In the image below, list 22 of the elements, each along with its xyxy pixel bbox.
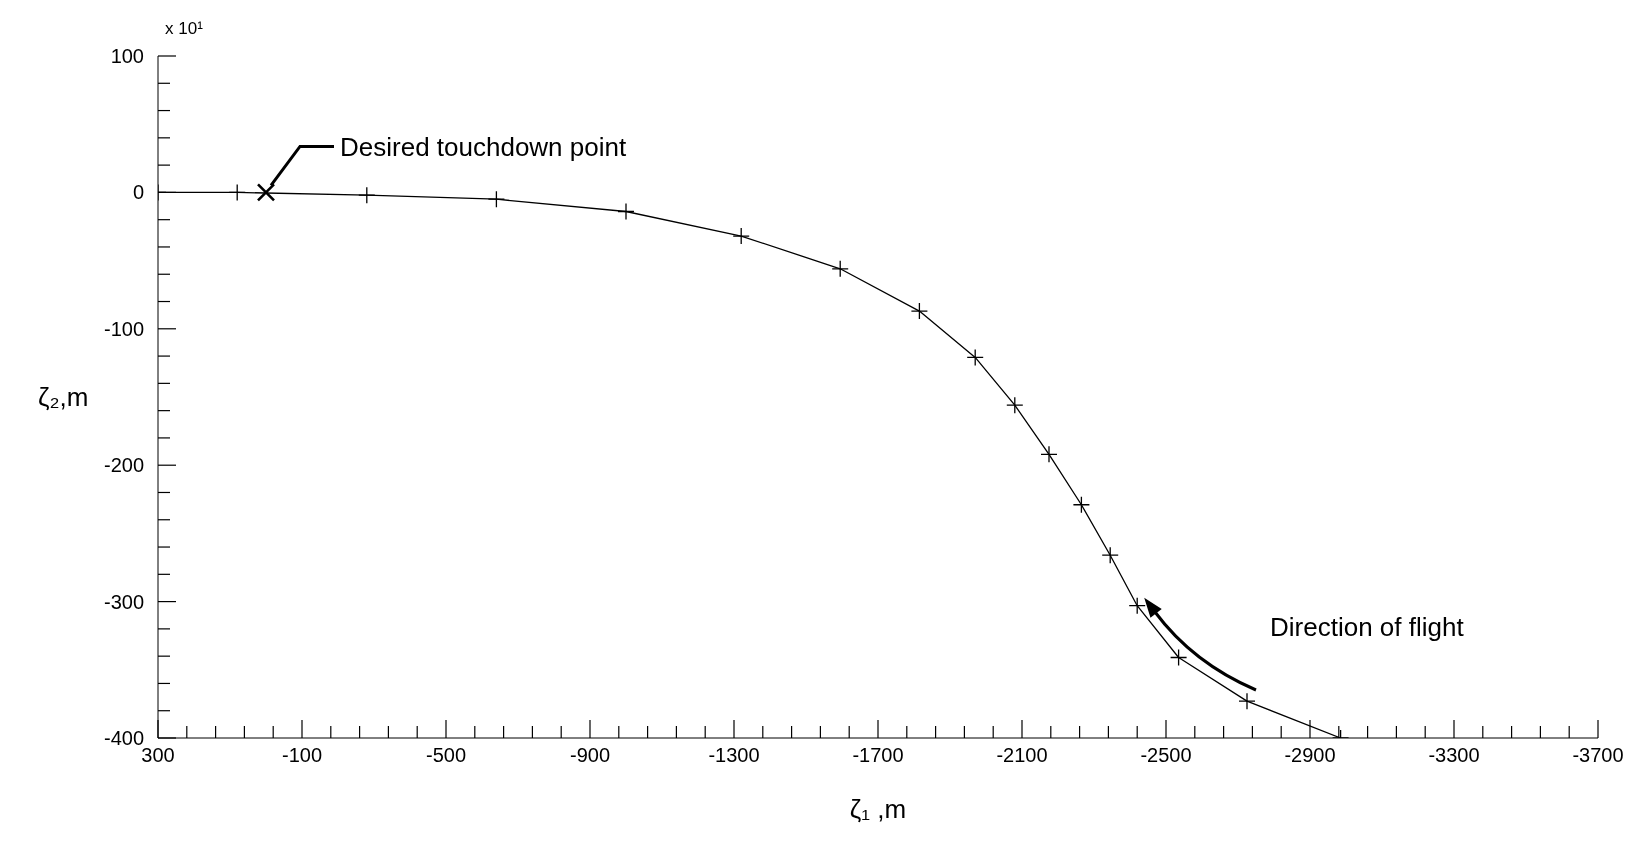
x-tick-label: -3300: [1428, 744, 1480, 766]
y-axis-title: ζ₂,m: [38, 382, 89, 413]
x-tick-label: 300: [141, 744, 175, 766]
text: x 10¹: [165, 19, 204, 38]
x-tick-label: -1700: [852, 744, 904, 766]
y-tick-label: -300: [103, 590, 144, 613]
annotation: Direction of flight: [1270, 612, 1465, 642]
x-tick-label: -2900: [1284, 744, 1336, 766]
y-tick-label: -400: [103, 727, 144, 749]
x-tick-label: -500: [425, 744, 467, 766]
x-tick-label: -2100: [996, 744, 1048, 766]
x-tick-label: -100: [281, 744, 323, 766]
y-tick-label: -200: [103, 454, 144, 477]
x-axis-title: ζ₁ ,m: [849, 794, 907, 824]
y-tick-label: 100: [110, 45, 144, 67]
x-tick-label: -3700: [1572, 744, 1624, 766]
x-tick-label: -2500: [1140, 744, 1192, 766]
x-tick-label: -900: [569, 744, 611, 766]
y-tick-label: -100: [103, 317, 144, 340]
x-tick-label: -1300: [708, 744, 760, 766]
y-tick-label: 0: [132, 181, 144, 204]
annotation: Desired touchdown point: [340, 132, 627, 163]
